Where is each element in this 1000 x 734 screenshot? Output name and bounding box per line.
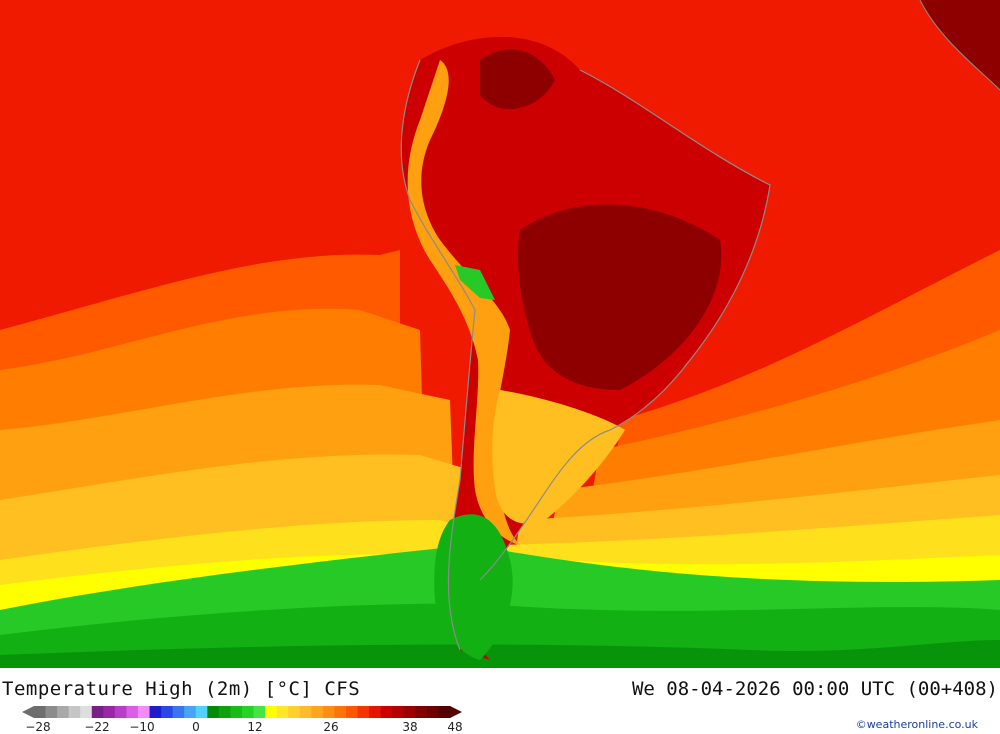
legend-swatch xyxy=(415,706,428,718)
forecast-datetime: We 08-04-2026 00:00 UTC (00+408) xyxy=(631,678,998,700)
legend-tick-label: 0 xyxy=(192,720,200,734)
legend-swatch xyxy=(57,706,70,718)
legend-tick-label: 26 xyxy=(323,720,339,734)
legend-swatch xyxy=(403,706,416,718)
legend-swatch xyxy=(195,706,208,718)
legend-swatch xyxy=(103,706,116,718)
legend-swatch xyxy=(357,706,370,718)
legend-swatch xyxy=(276,706,289,718)
legend-swatch xyxy=(91,706,104,718)
legend-swatch xyxy=(369,706,382,718)
legend-swatch xyxy=(288,706,301,718)
legend-tick-label: 12 xyxy=(247,720,263,734)
temperature-color-scale xyxy=(22,706,462,718)
interior-heat-core xyxy=(518,204,722,390)
legend-tick-label: −22 xyxy=(84,720,110,734)
legend-swatch xyxy=(438,706,451,718)
legend-arrow-left xyxy=(22,706,34,718)
temperature-map xyxy=(0,0,1000,668)
northern-heat-core xyxy=(480,49,555,110)
africa-coastline xyxy=(919,0,1000,91)
legend-swatch xyxy=(242,706,255,718)
altiplano-cool-spot xyxy=(455,265,495,300)
east-coastline xyxy=(479,69,771,581)
map-title: Temperature High (2m) [°C] CFS xyxy=(2,678,361,700)
map-canvas xyxy=(0,0,1000,668)
legend-swatch xyxy=(334,706,347,718)
legend-tick-label: 38 xyxy=(402,720,418,734)
africa-corner-heat xyxy=(920,0,1000,90)
legend-swatch xyxy=(80,706,93,718)
legend-swatch xyxy=(392,706,405,718)
legend-arrow-right xyxy=(450,706,462,718)
legend-swatch xyxy=(161,706,174,718)
legend-swatch xyxy=(311,706,324,718)
legend-swatch xyxy=(68,706,81,718)
legend-swatch xyxy=(218,706,231,718)
legend-swatch xyxy=(138,706,151,718)
pampas-warm-zone xyxy=(492,390,625,524)
map-footer: Temperature High (2m) [°C] CFS We 08-04-… xyxy=(0,668,1000,734)
legend-tick-label: −28 xyxy=(25,720,51,734)
legend-swatch xyxy=(230,706,243,718)
legend-swatch xyxy=(172,706,185,718)
legend-swatch xyxy=(426,706,439,718)
legend-tick-label: −10 xyxy=(129,720,155,734)
legend-swatch xyxy=(380,706,393,718)
legend-swatch xyxy=(114,706,127,718)
southern-dark-green-band xyxy=(0,640,1000,668)
legend-swatch xyxy=(126,706,139,718)
legend-swatch xyxy=(253,706,266,718)
west-coastline xyxy=(400,59,476,651)
andes-ridge xyxy=(407,60,520,545)
legend-swatch xyxy=(322,706,335,718)
legend-swatch xyxy=(45,706,58,718)
legend-tick-label: 48 xyxy=(447,720,463,734)
legend-swatch xyxy=(265,706,278,718)
patagonia-cool-zone xyxy=(434,514,513,660)
legend-swatch xyxy=(34,706,47,718)
legend-swatch xyxy=(149,706,162,718)
legend-swatch xyxy=(207,706,220,718)
credit-link[interactable]: ©weatheronline.co.uk xyxy=(855,718,978,731)
legend-swatch xyxy=(346,706,359,718)
legend-swatch xyxy=(184,706,197,718)
legend-swatch xyxy=(299,706,312,718)
